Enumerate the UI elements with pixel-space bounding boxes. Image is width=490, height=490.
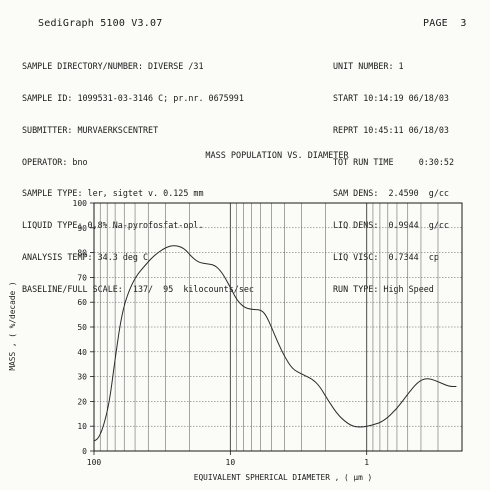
page-number: PAGE 3 [423,18,467,29]
sample-info-line: SUBMITTER: MURVAERKSCENTRET [22,124,159,135]
run-info-line: LIQ VISC: 0.7344 cp [333,251,439,262]
run-info-line: REPRT 10:45:11 06/18/03 [333,124,449,135]
sample-info-line: SAMPLE ID: 1099531-03-3146 C; pr.nr. 067… [22,92,244,103]
x-axis-label: EQUIVALENT SPHERICAL DIAMETER , ( µm ) [194,473,372,482]
run-info-line: LIQ DENS: 0.9944 g/cc [333,220,449,231]
sample-info-line: BASELINE/FULL SCALE: 137/ 95 kilocounts/… [22,283,254,294]
x-tick-label: 10 [226,458,236,467]
y-tick-label: 80 [77,249,87,258]
sample-info-line: SAMPLE DIRECTORY/NUMBER: DIVERSE /31 [22,61,204,72]
y-tick-label: 70 [77,273,87,282]
y-tick-label: 90 [77,224,87,233]
y-tick-label: 10 [77,422,87,431]
mass-population-series-line [93,245,457,442]
x-tick-label: 100 [87,458,102,467]
report-title: SediGraph 5100 V3.07 [38,18,163,29]
y-axis-label: MASS , ( %/decade ) [8,281,17,370]
y-tick-label: 0 [82,447,87,456]
y-tick-label: 60 [77,298,87,307]
y-tick-label: 100 [73,199,88,208]
chart-title: MASS POPULATION VS. DIAMETER [205,151,349,161]
x-axis: 100 10 1 [87,451,369,467]
sample-info-line: SAMPLE TYPE: ler, sigtet v. 0.125 mm [22,188,204,199]
grid-lines [94,203,463,451]
sample-info-line: OPERATOR: bno [22,156,88,167]
run-info-line: START 10:14:19 06/18/03 [333,92,449,103]
y-tick-label: 30 [77,373,87,382]
sample-info-block: SAMPLE DIRECTORY/NUMBER: DIVERSE /31 SAM… [22,40,254,305]
run-info-line: TOT RUN TIME 0:30:52 [333,156,455,167]
sample-info-line: ANALYSIS TEMP: 34.3 deg C [22,251,149,262]
sample-info-line: LIQUID TYPE: 0,8% Na-pyrofosfat-opl. [22,220,204,231]
run-info-line: UNIT NUMBER: 1 [333,61,404,72]
y-tick-label: 50 [77,323,87,332]
y-tick-label: 20 [77,397,87,406]
y-axis: 0 10 20 30 40 50 60 70 80 90 100 [73,199,94,456]
y-tick-label: 40 [77,348,87,357]
run-info-line: SAM DENS: 2.4590 g/cc [333,188,449,199]
x-tick-label: 1 [364,458,369,467]
